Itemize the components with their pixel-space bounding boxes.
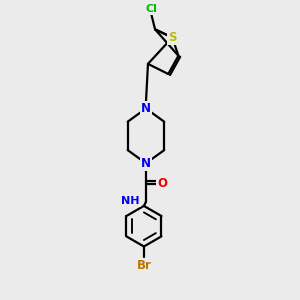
Text: NH: NH bbox=[122, 196, 140, 206]
Text: S: S bbox=[168, 31, 177, 44]
Text: O: O bbox=[157, 177, 167, 190]
Text: Cl: Cl bbox=[145, 4, 157, 14]
Text: N: N bbox=[141, 102, 151, 115]
Text: N: N bbox=[141, 157, 151, 170]
Text: Br: Br bbox=[136, 259, 152, 272]
